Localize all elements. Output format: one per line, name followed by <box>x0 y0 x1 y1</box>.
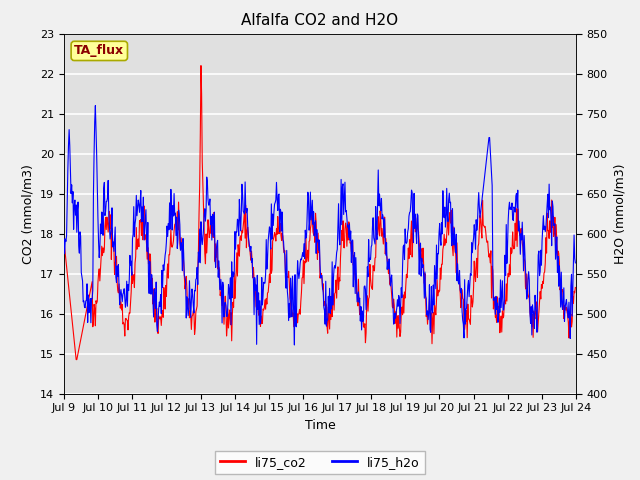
X-axis label: Time: Time <box>305 419 335 432</box>
Title: Alfalfa CO2 and H2O: Alfalfa CO2 and H2O <box>241 13 399 28</box>
Legend: li75_co2, li75_h2o: li75_co2, li75_h2o <box>215 451 425 474</box>
Y-axis label: CO2 (mmol/m3): CO2 (mmol/m3) <box>22 164 35 264</box>
Text: TA_flux: TA_flux <box>74 44 124 58</box>
Y-axis label: H2O (mmol/m3): H2O (mmol/m3) <box>613 163 626 264</box>
